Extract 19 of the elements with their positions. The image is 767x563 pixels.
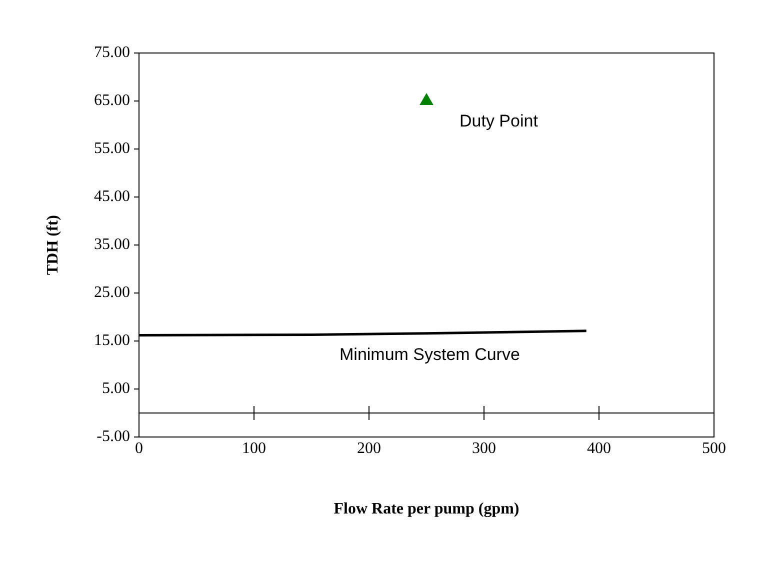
x-axis-title: Flow Rate per pump (gpm) xyxy=(334,500,520,518)
y-tick-label: 15.00 xyxy=(94,332,130,350)
y-axis-title: TDH (ft) xyxy=(44,215,62,275)
x-tick-label: 0 xyxy=(135,440,143,457)
series-label: Minimum System Curve xyxy=(340,345,520,364)
y-tick-label: 55.00 xyxy=(94,140,130,158)
y-tick-label: 35.00 xyxy=(94,236,130,254)
y-tick-label: 45.00 xyxy=(94,188,130,206)
series-label: Duty Point xyxy=(460,112,538,131)
x-tick-label: 400 xyxy=(587,440,611,457)
y-tick-label: 5.00 xyxy=(102,380,130,398)
y-tick-label: 25.00 xyxy=(94,284,130,302)
x-tick-label: 100 xyxy=(242,440,266,457)
y-tick-label: -5.00 xyxy=(96,428,130,446)
x-tick-label: 300 xyxy=(472,440,496,457)
x-tick-label: 200 xyxy=(357,440,381,457)
x-tick-label: 500 xyxy=(702,440,726,457)
y-tick-label: 65.00 xyxy=(94,92,130,110)
y-tick-label: 75.00 xyxy=(94,44,130,62)
